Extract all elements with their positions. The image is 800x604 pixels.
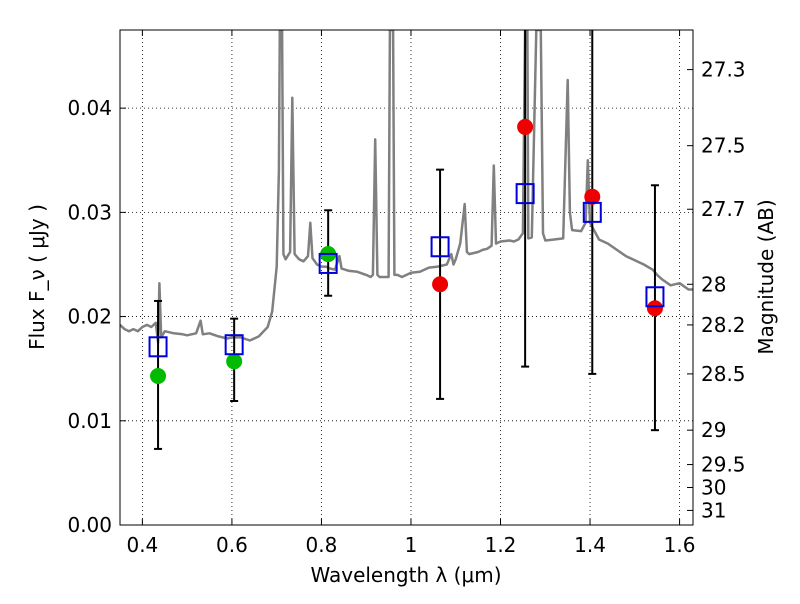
plot-frame	[119, 29, 694, 526]
x-tick-label: 1.2	[485, 533, 517, 557]
y2-tick-label: 28.2	[701, 313, 746, 337]
plot-background	[120, 30, 693, 525]
observed-point	[517, 118, 534, 135]
y-tick-label: 0.00	[67, 513, 112, 537]
points-layer	[148, 118, 665, 384]
y2-tick-label: 31	[701, 498, 726, 522]
x-tick-label: 1	[405, 533, 418, 557]
x-tick-label: 0.6	[216, 533, 248, 557]
x-tick-label: 1.4	[574, 533, 606, 557]
observed-point	[226, 353, 243, 370]
y-tick-label: 0.02	[67, 305, 112, 329]
grid	[120, 30, 693, 526]
y-tick-label: 0.04	[67, 96, 112, 120]
observed-point	[150, 367, 167, 384]
spectrum-line	[120, 30, 693, 344]
model-square	[515, 183, 535, 205]
x-tick-label: 0.4	[126, 533, 158, 557]
x-tick-label: 1.6	[664, 533, 696, 557]
y-tick-label: 0.03	[67, 200, 112, 224]
y2-tick-label: 29	[701, 418, 726, 442]
spectrum-layer	[120, 30, 693, 344]
x-axis-label: Wavelength λ (μm)	[310, 563, 501, 587]
y-axis-label: Flux F_ν ( μJy )	[25, 204, 49, 350]
y2-tick-label: 29.5	[701, 453, 746, 477]
model-square	[645, 286, 665, 308]
x-tick-label: 0.8	[306, 533, 338, 557]
observed-point	[584, 188, 601, 205]
model-square	[318, 252, 338, 274]
y-tick-label: 0.01	[67, 409, 112, 433]
y2-tick-label: 27.3	[701, 58, 746, 82]
y2-tick-label: 28	[701, 272, 726, 296]
y2-axis-label: Magnitude (AB)	[754, 199, 778, 354]
y2-tick-label: 30	[701, 475, 726, 499]
model-square	[430, 236, 450, 258]
y2-tick-label: 28.5	[701, 362, 746, 386]
model-square	[582, 201, 602, 223]
model-square	[148, 336, 168, 358]
y2-tick-label: 27.7	[701, 197, 746, 221]
observed-point	[646, 300, 663, 317]
observed-point	[432, 276, 449, 293]
y2-tick-label: 27.5	[701, 134, 746, 158]
model-square	[224, 334, 244, 356]
ticks-layer: 0.4 0.6 0.8 1 1.2 1.4 1.6 0.00 0.01 0.02 0.03 0.04 2…	[67, 30, 746, 557]
